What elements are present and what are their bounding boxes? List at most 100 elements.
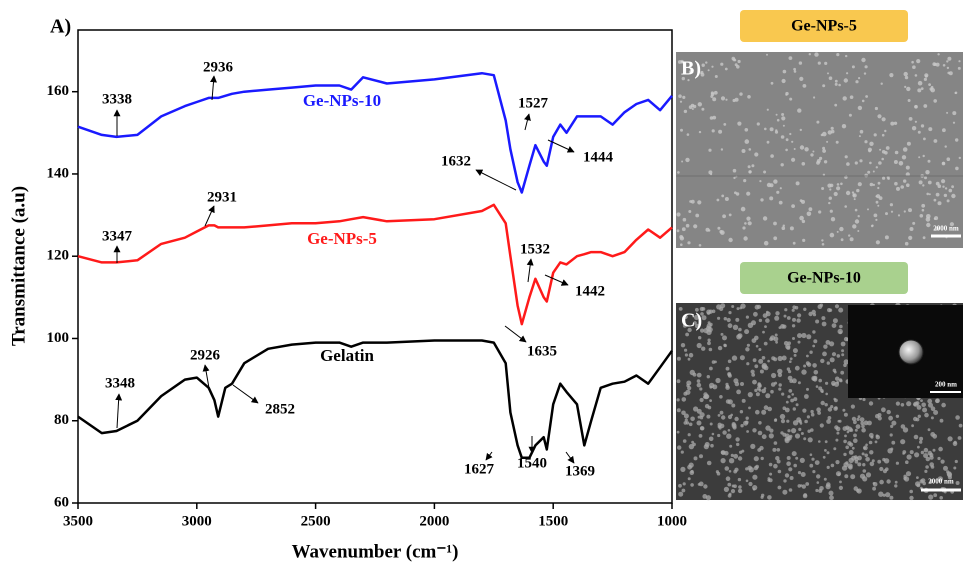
particle [842, 96, 847, 101]
particle [709, 366, 713, 371]
particle [856, 188, 860, 193]
annotation-arrow [544, 274, 569, 286]
particle [784, 308, 788, 312]
particle [836, 183, 840, 186]
particle [881, 150, 886, 154]
particle [786, 316, 791, 320]
particle [797, 313, 802, 318]
particle [789, 132, 792, 136]
particle [795, 403, 799, 407]
particle [852, 193, 857, 198]
particle [842, 408, 846, 412]
particle [822, 149, 826, 153]
particle [835, 426, 841, 432]
particle [914, 104, 918, 109]
particle [720, 148, 724, 151]
particle [942, 128, 946, 133]
particle [942, 64, 946, 67]
particle [728, 237, 733, 243]
particle [699, 412, 705, 418]
particle [854, 428, 858, 432]
particle [726, 317, 731, 323]
particle [690, 469, 694, 474]
particle [706, 460, 712, 466]
particle [777, 355, 783, 362]
particle [773, 463, 778, 469]
particle [686, 383, 690, 388]
particle [877, 459, 882, 464]
particle [677, 445, 682, 450]
particle [916, 476, 919, 479]
particle [838, 378, 843, 382]
particle [724, 197, 729, 201]
particle [816, 407, 821, 413]
particle [879, 148, 882, 151]
particle [860, 421, 864, 426]
particle [780, 419, 786, 424]
particle [769, 196, 774, 201]
particle [696, 420, 702, 426]
particle [933, 198, 937, 202]
particle [678, 94, 682, 98]
particle [890, 447, 894, 451]
particle [890, 121, 895, 126]
particle [696, 382, 702, 388]
particle [747, 221, 752, 226]
particle [685, 157, 690, 163]
particle [684, 418, 688, 422]
particle [845, 190, 851, 196]
particle [955, 481, 960, 485]
particle [898, 161, 904, 166]
particle [681, 410, 686, 416]
particle [938, 446, 943, 452]
particle [756, 386, 761, 391]
particle [784, 438, 790, 444]
particle [711, 360, 716, 364]
particle [858, 135, 861, 138]
particle [929, 479, 933, 483]
particle [844, 434, 847, 438]
particle [835, 460, 840, 465]
particle [676, 379, 681, 384]
particle [812, 363, 817, 368]
particle [797, 108, 802, 113]
particle [937, 53, 940, 56]
particle [695, 213, 700, 218]
particle [721, 194, 725, 198]
annotation-arrow [565, 451, 575, 464]
particle [861, 57, 866, 63]
particle [684, 348, 688, 352]
particle [807, 429, 811, 433]
particle [751, 373, 756, 377]
particle [921, 208, 925, 212]
particle [829, 188, 832, 191]
particle [792, 317, 796, 322]
particle [791, 308, 795, 312]
particle [705, 495, 712, 501]
particle [908, 235, 913, 240]
particle [862, 463, 866, 467]
particle [826, 419, 831, 424]
particle [904, 85, 907, 88]
particle [782, 432, 787, 437]
particle [939, 496, 943, 500]
particle [803, 364, 807, 368]
particle [836, 53, 840, 57]
particle [723, 343, 727, 347]
particle [784, 473, 790, 478]
particle [869, 161, 872, 165]
particle [732, 98, 736, 103]
particle [854, 161, 858, 165]
particle [847, 463, 853, 469]
particle [857, 105, 863, 111]
particle [703, 328, 709, 334]
particle [774, 315, 780, 321]
particle [732, 324, 739, 330]
particle [800, 472, 806, 477]
particle [838, 485, 844, 490]
particle [752, 474, 758, 480]
particle [958, 423, 963, 428]
x-tick-label: 3000 [182, 513, 212, 529]
particle [861, 424, 865, 429]
particle [767, 359, 770, 363]
